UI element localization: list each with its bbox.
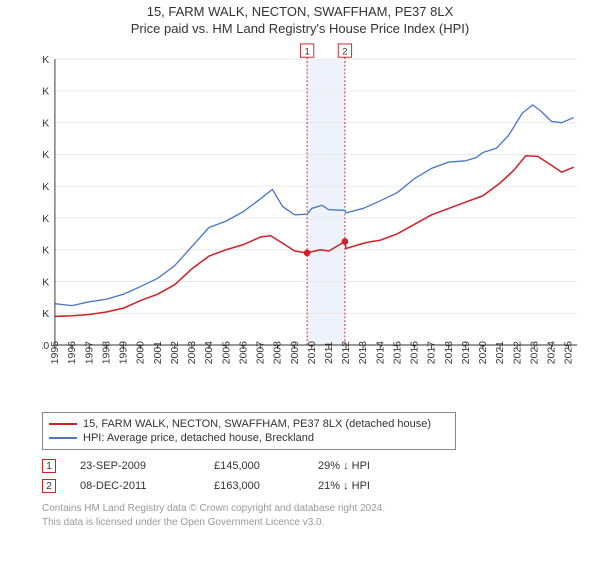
footer-line1: Contains HM Land Registry data © Crown c… — [42, 502, 600, 516]
svg-text:2005: 2005 — [221, 341, 232, 364]
title-line1: 15, FARM WALK, NECTON, SWAFFHAM, PE37 8L… — [0, 4, 600, 19]
svg-text:2010: 2010 — [307, 341, 318, 364]
event-delta: 21% ↓ HPI — [318, 480, 370, 492]
svg-text:2001: 2001 — [153, 341, 164, 364]
event-marker: 2 — [42, 479, 56, 493]
svg-text:2020: 2020 — [478, 341, 489, 364]
legend-swatch — [49, 423, 77, 425]
svg-text:£100K: £100K — [42, 277, 49, 288]
svg-text:2019: 2019 — [461, 341, 472, 364]
svg-text:2017: 2017 — [427, 341, 438, 364]
svg-text:1: 1 — [304, 46, 309, 57]
legend-label: 15, FARM WALK, NECTON, SWAFFHAM, PE37 8L… — [83, 418, 431, 430]
svg-text:£350K: £350K — [42, 118, 49, 129]
svg-text:2015: 2015 — [392, 341, 403, 364]
svg-text:£450K: £450K — [42, 55, 49, 66]
svg-text:£300K: £300K — [42, 150, 49, 161]
svg-text:2011: 2011 — [324, 341, 335, 364]
svg-text:2016: 2016 — [410, 341, 421, 364]
legend-box: 15, FARM WALK, NECTON, SWAFFHAM, PE37 8L… — [42, 412, 456, 450]
svg-text:2025: 2025 — [564, 341, 575, 364]
svg-text:2003: 2003 — [187, 341, 198, 364]
legend-row: HPI: Average price, detached house, Brec… — [49, 431, 449, 445]
svg-text:2024: 2024 — [547, 341, 558, 364]
svg-text:1996: 1996 — [67, 341, 78, 364]
legend-label: HPI: Average price, detached house, Brec… — [83, 432, 314, 444]
svg-text:2007: 2007 — [256, 341, 267, 364]
event-delta: 29% ↓ HPI — [318, 460, 370, 472]
svg-text:1997: 1997 — [84, 341, 95, 364]
svg-text:1999: 1999 — [119, 341, 130, 364]
svg-text:2022: 2022 — [512, 341, 523, 364]
svg-text:1998: 1998 — [101, 341, 112, 364]
svg-text:2008: 2008 — [273, 341, 284, 364]
svg-text:2002: 2002 — [170, 341, 181, 364]
svg-text:2023: 2023 — [529, 341, 540, 364]
svg-text:2012: 2012 — [341, 341, 352, 364]
price-chart: £0 £50K £100K £150K £200K £250K £300K £350K £400… — [42, 42, 590, 406]
chart-area: £0 £50K £100K £150K £200K £250K £300K £350K £400… — [42, 42, 590, 406]
svg-text:£250K: £250K — [42, 182, 49, 193]
svg-text:2009: 2009 — [290, 341, 301, 364]
svg-text:2021: 2021 — [495, 341, 506, 364]
event-marker: 1 — [42, 459, 56, 473]
footer-attribution: Contains HM Land Registry data © Crown c… — [42, 502, 600, 529]
svg-text:2000: 2000 — [136, 341, 147, 364]
legend-swatch — [49, 437, 77, 439]
event-price: £163,000 — [214, 480, 294, 492]
svg-text:2014: 2014 — [375, 341, 386, 364]
svg-text:2013: 2013 — [358, 341, 369, 364]
svg-text:2018: 2018 — [444, 341, 455, 364]
svg-text:£400K: £400K — [42, 87, 49, 98]
event-price: £145,000 — [214, 460, 294, 472]
svg-text:£50K: £50K — [42, 309, 49, 320]
svg-text:2004: 2004 — [204, 341, 215, 364]
svg-text:2: 2 — [342, 46, 347, 57]
footer-line2: This data is licensed under the Open Gov… — [42, 516, 600, 530]
legend-row: 15, FARM WALK, NECTON, SWAFFHAM, PE37 8L… — [49, 417, 449, 431]
svg-text:£0: £0 — [42, 341, 49, 352]
svg-text:2006: 2006 — [238, 341, 249, 364]
svg-text:1995: 1995 — [50, 341, 61, 364]
event-row: 1 23-SEP-2009 £145,000 29% ↓ HPI — [42, 456, 600, 476]
events-table: 1 23-SEP-2009 £145,000 29% ↓ HPI 2 08-DEC-201… — [42, 456, 600, 496]
title-line2: Price paid vs. HM Land Registry's House … — [0, 21, 600, 36]
svg-text:£200K: £200K — [42, 214, 49, 225]
event-date: 23-SEP-2009 — [80, 460, 190, 472]
svg-text:£150K: £150K — [42, 246, 49, 257]
event-date: 08-DEC-2011 — [80, 480, 190, 492]
event-row: 2 08-DEC-2011 £163,000 21% ↓ HPI — [42, 476, 600, 496]
